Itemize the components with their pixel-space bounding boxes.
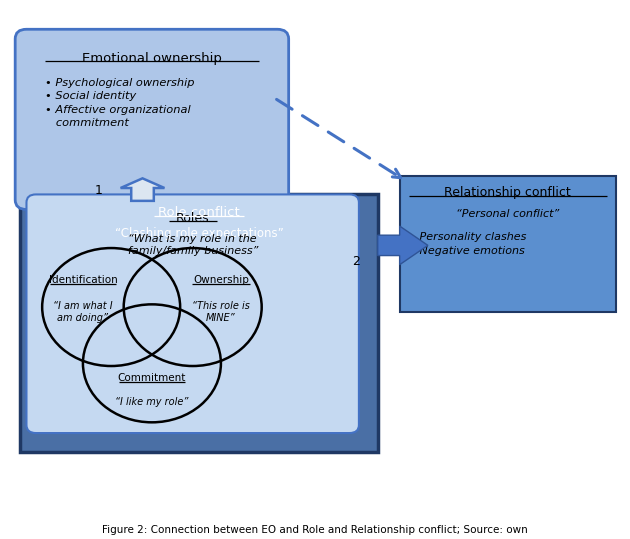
Text: • Psychological ownership
• Social identity
• Affective organizational
   commit: • Psychological ownership • Social ident…	[45, 78, 195, 128]
Text: Ownership: Ownership	[193, 275, 249, 285]
Text: - Personality clashes
- Negative emotions: - Personality clashes - Negative emotion…	[412, 232, 527, 255]
FancyBboxPatch shape	[15, 29, 289, 210]
Polygon shape	[120, 178, 164, 201]
FancyBboxPatch shape	[399, 176, 616, 313]
FancyBboxPatch shape	[20, 195, 378, 452]
Text: Commitment: Commitment	[118, 373, 186, 383]
Text: “I like my role”: “I like my role”	[115, 397, 188, 406]
Text: “This role is
MINE”: “This role is MINE”	[192, 301, 250, 323]
Text: “Clashing role expectations”: “Clashing role expectations”	[115, 226, 284, 240]
FancyBboxPatch shape	[26, 195, 359, 433]
Text: Identification: Identification	[49, 275, 117, 285]
Text: Roles: Roles	[176, 212, 210, 225]
Polygon shape	[378, 226, 428, 265]
Text: Emotional ownership: Emotional ownership	[82, 52, 222, 65]
Text: “I am what I
am doing”: “I am what I am doing”	[53, 301, 113, 323]
Text: Figure 2: Connection between EO and Role and Relationship conflict; Source: own: Figure 2: Connection between EO and Role…	[102, 525, 528, 535]
Text: Role conflict: Role conflict	[158, 206, 240, 219]
Text: “Personal conflict”: “Personal conflict”	[456, 210, 559, 219]
Text: Relationship conflict: Relationship conflict	[445, 186, 571, 199]
Text: 2: 2	[352, 255, 360, 268]
Text: 1: 1	[94, 184, 103, 197]
Text: “What is my role in the
family/family business”: “What is my role in the family/family bu…	[127, 233, 258, 256]
